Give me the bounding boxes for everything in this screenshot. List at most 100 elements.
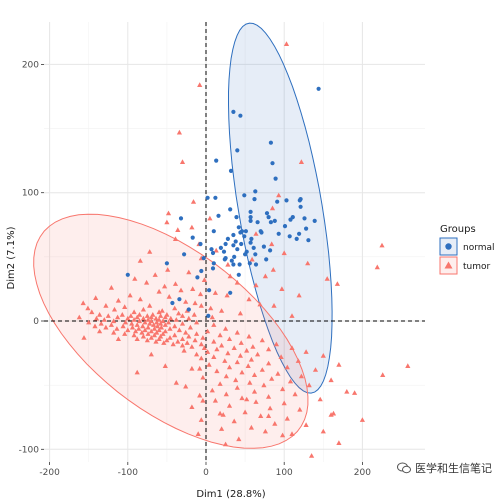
point-tumor <box>115 297 121 303</box>
point-tumor <box>244 347 250 353</box>
point-tumor <box>194 351 200 357</box>
point-tumor <box>237 353 243 358</box>
point-tumor <box>266 360 272 366</box>
point-normal <box>239 241 244 247</box>
point-normal <box>205 195 210 200</box>
legend-title: Groups <box>440 224 476 235</box>
point-tumor <box>236 436 242 442</box>
point-tumor <box>137 296 143 302</box>
point-tumor <box>172 305 178 311</box>
point-tumor <box>183 329 189 335</box>
point-tumor <box>186 333 192 339</box>
point-tumor <box>272 421 278 426</box>
point-tumor <box>266 413 272 418</box>
point-tumor <box>217 332 223 338</box>
point-tumor <box>253 282 259 288</box>
point-tumor <box>142 319 148 325</box>
point-normal <box>190 235 195 240</box>
point-tumor <box>173 317 179 322</box>
point-tumor <box>111 318 117 324</box>
point-tumor <box>160 331 166 336</box>
point-tumor <box>248 356 254 362</box>
legend-marker-tumor <box>444 261 453 269</box>
axis-ticks: -200 -100 0 100 200 -100 0 100 200 <box>19 60 372 478</box>
point-tumor <box>176 310 182 316</box>
point-normal <box>304 226 309 231</box>
point-tumor <box>131 309 137 315</box>
point-tumor <box>85 305 91 311</box>
point-tumor <box>214 368 220 374</box>
point-tumor <box>192 337 198 343</box>
point-normal <box>236 272 241 277</box>
point-tumor <box>207 215 213 221</box>
point-tumor <box>122 319 129 325</box>
point-tumor <box>262 428 268 434</box>
point-normal <box>206 313 211 318</box>
point-normal <box>164 261 169 266</box>
point-tumor <box>114 326 120 331</box>
point-tumor <box>297 406 303 412</box>
point-tumor <box>212 290 218 295</box>
watermark-text: 医学和生信笔记 <box>415 462 492 475</box>
point-tumor <box>175 338 181 344</box>
point-tumor <box>379 242 385 248</box>
point-normal <box>238 113 243 118</box>
point-normal <box>236 225 241 230</box>
point-normal <box>199 268 204 274</box>
point-tumor <box>136 318 143 324</box>
point-tumor <box>151 322 157 327</box>
watermark: 医学和生信笔记 <box>397 460 492 476</box>
point-tumor <box>144 313 150 318</box>
point-tumor <box>359 417 365 422</box>
point-tumor <box>111 306 118 312</box>
point-tumor <box>158 324 164 330</box>
point-tumor <box>162 322 168 327</box>
point-tumor <box>405 363 411 368</box>
point-tumor <box>147 249 153 254</box>
point-tumor <box>190 286 196 291</box>
point-tumor <box>209 314 215 320</box>
point-tumor <box>160 318 166 324</box>
point-tumor <box>101 317 107 322</box>
point-tumor <box>184 340 190 345</box>
point-tumor <box>239 395 245 401</box>
point-normal <box>218 245 223 250</box>
point-tumor <box>129 324 136 330</box>
point-tumor <box>208 305 214 311</box>
point-tumor <box>231 418 237 424</box>
y-tick-label: 100 <box>22 189 39 199</box>
point-tumor <box>197 365 203 371</box>
point-normal <box>248 218 253 223</box>
point-normal <box>282 224 288 229</box>
point-tumor <box>125 327 131 333</box>
point-tumor <box>219 308 225 313</box>
point-tumor <box>247 380 253 385</box>
point-tumor <box>147 303 153 308</box>
point-tumor <box>148 351 154 357</box>
point-normal <box>276 231 281 236</box>
point-normal <box>210 250 216 256</box>
point-tumor <box>273 341 279 347</box>
point-tumor <box>206 362 212 367</box>
point-tumor <box>211 338 217 344</box>
point-tumor <box>320 353 326 358</box>
point-tumor <box>183 383 189 389</box>
data-points <box>76 41 411 458</box>
point-tumor <box>309 453 315 458</box>
point-tumor <box>233 377 239 383</box>
point-normal <box>273 176 278 181</box>
point-tumor <box>270 267 276 272</box>
point-tumor <box>275 371 281 376</box>
point-tumor <box>200 374 206 380</box>
point-normal <box>294 236 299 241</box>
point-tumor <box>374 264 380 270</box>
point-normal <box>259 230 264 235</box>
point-tumor <box>269 241 275 247</box>
point-normal <box>255 220 260 225</box>
point-tumor <box>217 410 223 416</box>
point-tumor <box>179 342 186 348</box>
point-tumor <box>280 432 286 438</box>
point-tumor <box>266 394 272 399</box>
point-tumor <box>324 276 330 281</box>
point-tumor <box>161 340 167 345</box>
